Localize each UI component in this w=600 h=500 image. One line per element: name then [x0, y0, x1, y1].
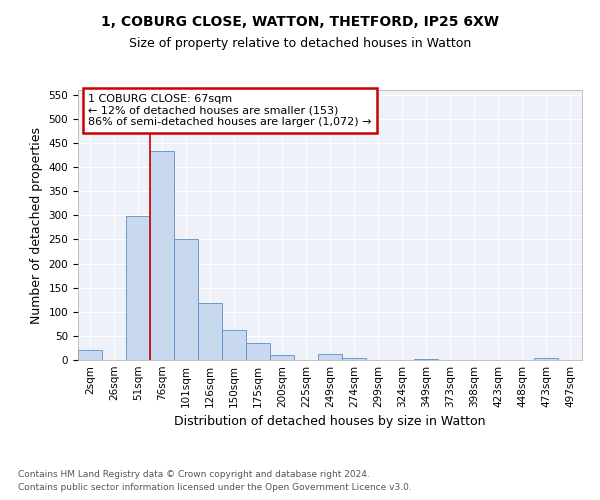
Bar: [174, 240, 198, 360]
Bar: [270, 355, 294, 360]
Bar: [126, 216, 150, 360]
Bar: [534, 358, 558, 360]
Text: 1 COBURG CLOSE: 67sqm
← 12% of detached houses are smaller (153)
86% of semi-det: 1 COBURG CLOSE: 67sqm ← 12% of detached …: [88, 94, 371, 127]
Bar: [414, 358, 438, 360]
Bar: [198, 303, 222, 360]
Text: Size of property relative to detached houses in Watton: Size of property relative to detached ho…: [129, 38, 471, 51]
Bar: [78, 350, 102, 360]
Text: Contains public sector information licensed under the Open Government Licence v3: Contains public sector information licen…: [18, 484, 412, 492]
Bar: [150, 151, 174, 360]
Bar: [246, 343, 270, 360]
Bar: [222, 330, 246, 360]
Bar: [342, 358, 366, 360]
Text: Contains HM Land Registry data © Crown copyright and database right 2024.: Contains HM Land Registry data © Crown c…: [18, 470, 370, 479]
X-axis label: Distribution of detached houses by size in Watton: Distribution of detached houses by size …: [174, 416, 486, 428]
Y-axis label: Number of detached properties: Number of detached properties: [30, 126, 43, 324]
Bar: [318, 354, 342, 360]
Text: 1, COBURG CLOSE, WATTON, THETFORD, IP25 6XW: 1, COBURG CLOSE, WATTON, THETFORD, IP25 …: [101, 15, 499, 29]
